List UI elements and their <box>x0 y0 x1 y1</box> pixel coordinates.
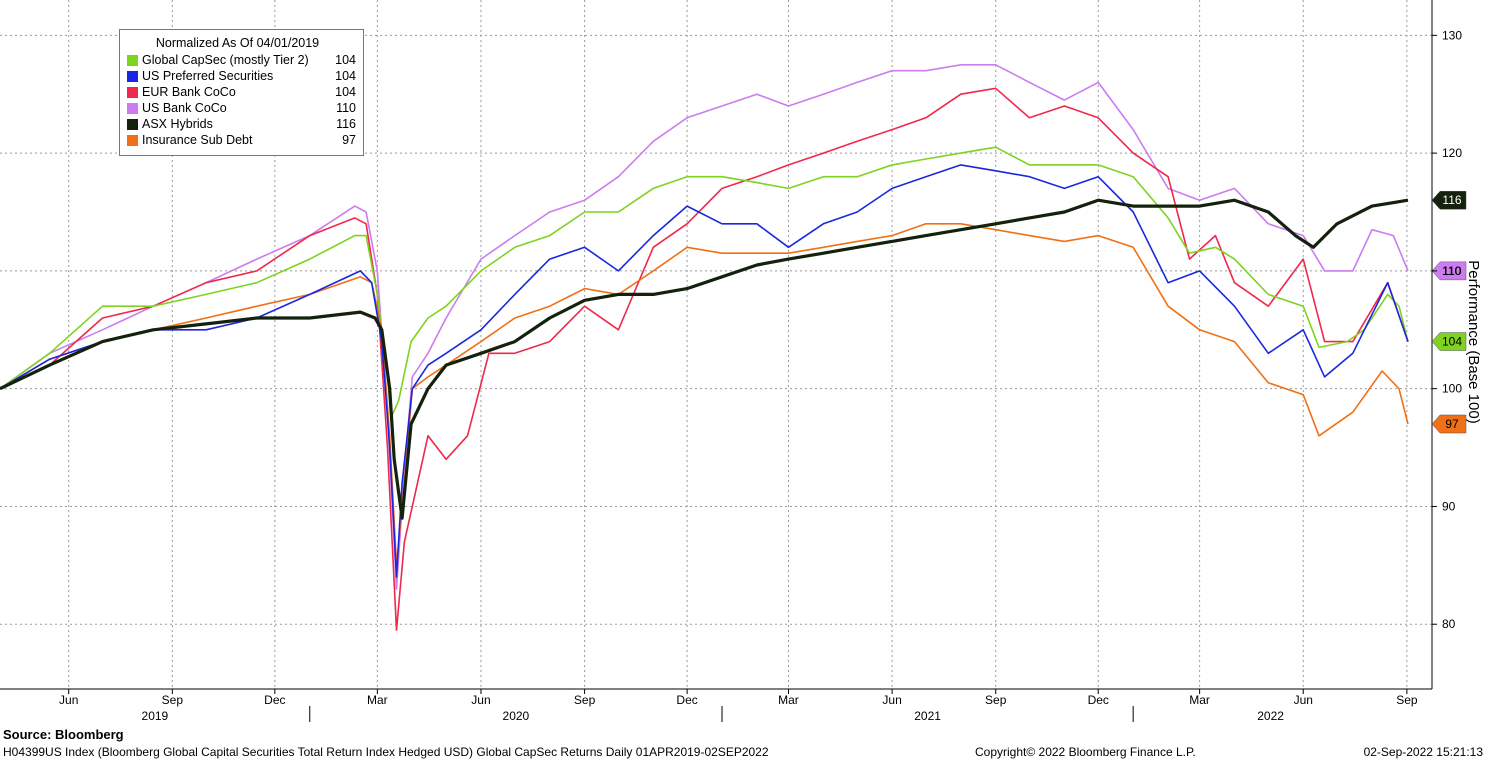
legend-rows: Global CapSec (mostly Tier 2) 104 US Prefe… <box>120 52 363 148</box>
axes <box>0 0 1433 690</box>
year-label: 2021 <box>914 709 941 723</box>
last-value-tag-label: 110 <box>1442 264 1461 278</box>
legend-item: US Preferred Securities 104 <box>120 68 363 84</box>
source-label: Source: Bloomberg <box>3 727 124 742</box>
x-tick-label: Dec <box>264 693 285 707</box>
y-tick-label: 80 <box>1442 617 1456 631</box>
series-line-4 <box>0 64 1409 590</box>
series-lines <box>0 64 1409 631</box>
legend-item-label: US Preferred Securities <box>142 69 274 83</box>
last-value-tags: 116 110 104 97 <box>1431 190 1467 434</box>
legend-item-value: 116 <box>336 117 356 131</box>
year-label: 2019 <box>142 709 169 723</box>
grid-lines <box>0 0 1432 689</box>
y-tick-label: 100 <box>1442 382 1462 396</box>
legend-swatch <box>127 54 138 66</box>
legend-swatch <box>127 134 138 146</box>
y-axis-label: Performance (Base 100) <box>1465 260 1482 423</box>
x-tick-label: Jun <box>59 693 78 707</box>
footer-description: H04399US Index (Bloomberg Global Capital… <box>3 745 769 759</box>
x-tick-label: Sep <box>1396 693 1418 707</box>
legend-item-value: 97 <box>342 133 356 147</box>
series-line-1 <box>0 146 1409 419</box>
legend-item: ASX Hybrids 116 <box>120 116 363 132</box>
y-tick-label: 120 <box>1442 146 1462 160</box>
last-value-tag-label: 116 <box>1442 193 1461 207</box>
legend-item: Global CapSec (mostly Tier 2) 104 <box>120 52 363 68</box>
legend-swatch <box>127 70 138 82</box>
footer-timestamp: 02-Sep-2022 15:21:13 <box>1363 745 1483 759</box>
last-value-tag-label: 104 <box>1442 335 1462 349</box>
x-tick-label: Sep <box>162 693 184 707</box>
legend-item-label: ASX Hybrids <box>142 117 213 131</box>
legend-item-label: EUR Bank CoCo <box>142 85 236 99</box>
y-tick-label: 110 <box>1442 264 1461 278</box>
series-line-5 <box>0 198 1409 520</box>
x-tick-label: Jun <box>471 693 490 707</box>
legend-swatch <box>127 118 138 130</box>
last-value-tag <box>1431 261 1467 281</box>
footer-copyright: Copyright© 2022 Bloomberg Finance L.P. <box>975 745 1196 759</box>
legend-item-value: 104 <box>335 85 356 99</box>
x-tick-label: Dec <box>676 693 697 707</box>
x-tick-label: Sep <box>985 693 1007 707</box>
series-line-2 <box>0 164 1409 578</box>
year-label: 2020 <box>503 709 530 723</box>
x-tick-label: Mar <box>1189 693 1210 707</box>
last-value-tag-label: 97 <box>1445 417 1459 431</box>
y-tick-label: 130 <box>1442 28 1462 42</box>
legend-title: Normalized As Of 04/01/2019 <box>155 36 320 50</box>
legend-item-value: 110 <box>336 101 356 115</box>
x-tick-label: Mar <box>367 693 388 707</box>
chart-legend: Normalized As Of 04/01/2019 Global CapSe… <box>119 29 364 156</box>
axis-labels: 80 90 100 110 120 130 Jun Sep Dec Mar Jun Sep Dec Mar… <box>59 28 1462 723</box>
series-line-6 <box>0 223 1409 567</box>
year-label: 2022 <box>1257 709 1284 723</box>
legend-swatch <box>127 102 138 114</box>
legend-item: Insurance Sub Debt 97 <box>120 132 363 148</box>
last-value-tag <box>1431 332 1467 351</box>
x-tick-label: Mar <box>778 693 799 707</box>
legend-item: EUR Bank CoCo 104 <box>120 84 363 100</box>
legend-item-label: US Bank CoCo <box>142 101 227 115</box>
legend-item-value: 104 <box>335 69 356 83</box>
legend-item-value: 104 <box>335 53 356 67</box>
legend-item-label: Insurance Sub Debt <box>142 133 253 147</box>
last-value-tag <box>1431 414 1467 434</box>
x-tick-label: Jun <box>882 693 901 707</box>
x-tick-label: Jun <box>1294 693 1313 707</box>
x-tick-label: Sep <box>574 693 596 707</box>
legend-item-label: Global CapSec (mostly Tier 2) <box>142 53 309 67</box>
y-tick-label: 90 <box>1442 499 1456 513</box>
last-value-tag <box>1431 190 1467 210</box>
legend-swatch <box>127 86 138 98</box>
legend-item: US Bank CoCo 110 <box>120 100 363 116</box>
x-tick-label: Dec <box>1088 693 1109 707</box>
series-line-3 <box>0 87 1409 631</box>
